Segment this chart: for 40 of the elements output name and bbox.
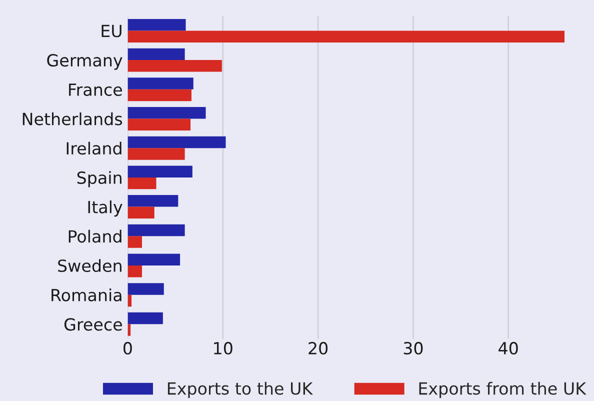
y-tick-label: Greece	[64, 318, 122, 331]
y-tick-label: Romania	[52, 288, 122, 302]
y-tick-label: Italy	[88, 200, 122, 217]
x-tick-label: 30	[404, 342, 423, 355]
legend-label: Exports to the UK	[168, 382, 314, 398]
bar	[128, 48, 185, 60]
bar	[128, 206, 154, 219]
bar	[128, 18, 186, 31]
bar	[128, 254, 180, 266]
bar	[128, 118, 191, 130]
y-tick-label: Netherlands	[22, 112, 122, 126]
bar	[128, 324, 131, 336]
x-tick-label: 0	[124, 342, 132, 355]
bar	[128, 89, 192, 102]
bar	[128, 195, 178, 207]
bar	[128, 136, 226, 148]
bar	[128, 60, 222, 72]
y-tick-label: EU	[102, 24, 122, 38]
bar	[128, 294, 132, 307]
bar	[128, 236, 142, 248]
y-tick-label: Ireland	[66, 142, 122, 155]
bar	[128, 166, 192, 178]
bar	[128, 177, 156, 190]
bar	[128, 312, 163, 324]
y-tick-label: Poland	[68, 230, 122, 243]
bar	[128, 107, 206, 119]
bar	[128, 265, 142, 278]
y-tick-label: Germany	[47, 54, 122, 70]
x-tick-label: 10	[214, 342, 232, 355]
bar	[128, 30, 564, 42]
y-tick-label: France	[69, 84, 122, 96]
y-tick-label: Sweden	[58, 259, 122, 272]
legend-label: Exports from the UK	[419, 382, 586, 398]
bar	[128, 283, 164, 295]
bar	[128, 224, 185, 236]
y-tick-label: Spain	[77, 171, 122, 188]
x-tick-label: 40	[498, 342, 518, 355]
bar	[128, 148, 185, 160]
bar	[128, 78, 194, 90]
x-tick-label: 20	[308, 342, 328, 355]
